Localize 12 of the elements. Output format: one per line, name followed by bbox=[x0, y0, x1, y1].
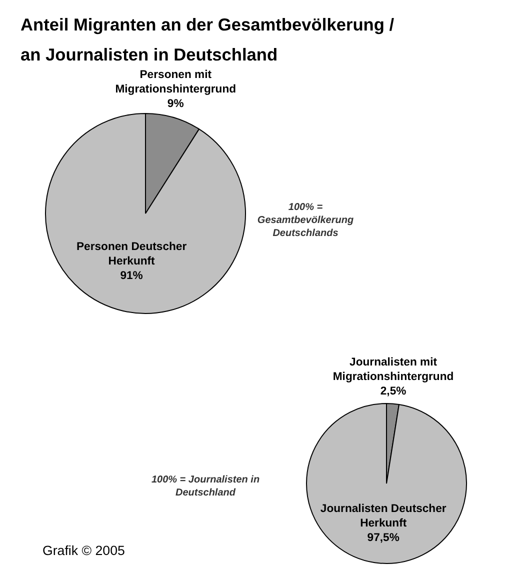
text: 100% = Journalisten in Deutschland bbox=[151, 474, 260, 499]
text: 100% = Gesamtbevölkerung Deutschlands bbox=[257, 202, 354, 240]
slice-label: Journalisten mit Migrationshintergrund bbox=[332, 356, 454, 383]
slice-label: Personen mit Migrationshintergrund bbox=[115, 68, 236, 96]
text: Grafik © 2005 bbox=[42, 543, 125, 558]
chart-title: Anteil Migranten an der Gesamtbevölkerung / an Journalisten in Deutschland bbox=[20, 14, 394, 64]
data-label: 2,5% bbox=[380, 385, 406, 398]
data-label: 91% bbox=[120, 270, 143, 282]
data-label: 97,5% bbox=[367, 532, 400, 544]
data-label: 9% bbox=[167, 98, 184, 110]
slice-label: Journalisten Deutscher Herkunft bbox=[320, 502, 447, 530]
slice-label: Personen Deutscher Herkunft bbox=[76, 241, 188, 268]
